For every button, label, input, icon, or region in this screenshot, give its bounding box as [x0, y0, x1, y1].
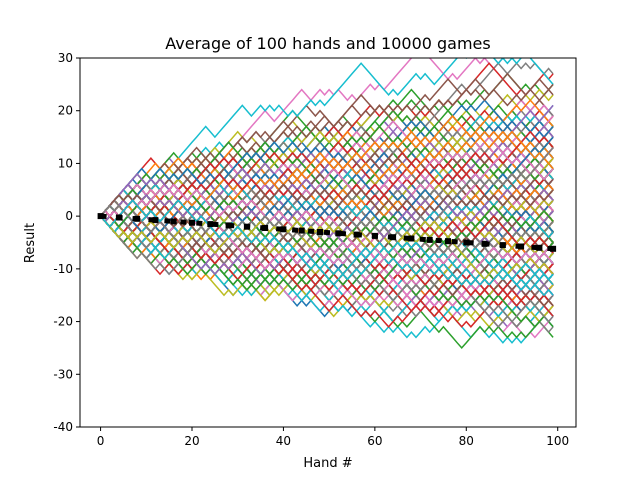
y-axis: -40 -30 -20 -10 0 10 20 30: [53, 51, 80, 434]
x-tick-label: 0: [97, 434, 105, 448]
average-point: [225, 222, 232, 229]
y-tick-label: 20: [58, 104, 73, 118]
x-tick-label: 80: [459, 434, 474, 448]
game-series-line: [100, 214, 554, 260]
x-tick-label: 60: [367, 434, 382, 448]
y-tick-label: 10: [58, 156, 73, 170]
y-tick-label: -10: [53, 262, 73, 276]
average-point: [536, 244, 543, 251]
x-axis-label: Hand #: [303, 456, 352, 471]
game-series-line: [100, 199, 554, 286]
average-point: [207, 221, 214, 228]
average-point: [426, 236, 433, 243]
average-point: [371, 232, 378, 239]
game-series-line: [100, 188, 554, 276]
average-point: [518, 243, 525, 250]
chart-title: Average of 100 hands and 10000 games: [165, 34, 490, 53]
x-tick-label: 100: [546, 434, 569, 448]
average-point: [152, 217, 159, 224]
average-series-line: [100, 213, 554, 252]
game-series-layer: [100, 58, 554, 350]
average-point: [335, 230, 342, 237]
game-series-line: [100, 215, 554, 323]
average-point: [463, 239, 470, 246]
x-axis: 0 20 40 60 80 100: [97, 427, 569, 448]
average-point: [390, 234, 397, 241]
average-point: [445, 238, 451, 245]
average-point: [134, 215, 141, 222]
average-point: [170, 218, 177, 225]
average-point: [115, 214, 122, 221]
y-tick-label: -30: [53, 367, 73, 381]
average-point: [317, 229, 323, 235]
average-point: [189, 219, 195, 226]
x-tick-label: 20: [184, 434, 199, 448]
y-tick-label: 30: [58, 51, 73, 65]
average-point: [481, 240, 488, 247]
average-point: [280, 226, 287, 233]
y-axis-label: Result: [23, 223, 38, 263]
x-tick-label: 40: [276, 434, 291, 448]
y-tick-label: 0: [65, 209, 73, 223]
average-point: [243, 223, 250, 230]
average-series-layer: [97, 213, 557, 252]
y-tick-label: -40: [53, 420, 73, 434]
game-series-line: [100, 135, 554, 217]
average-point: [353, 231, 360, 238]
average-point: [499, 242, 506, 249]
average-point: [262, 225, 269, 231]
average-point: [550, 245, 557, 252]
game-series-line: [100, 215, 554, 281]
plot-area: [97, 58, 557, 350]
y-tick-label: -20: [53, 315, 73, 329]
average-point: [298, 227, 305, 234]
average-point: [97, 213, 104, 220]
plot-frame: [79, 57, 577, 428]
average-point: [408, 235, 415, 242]
